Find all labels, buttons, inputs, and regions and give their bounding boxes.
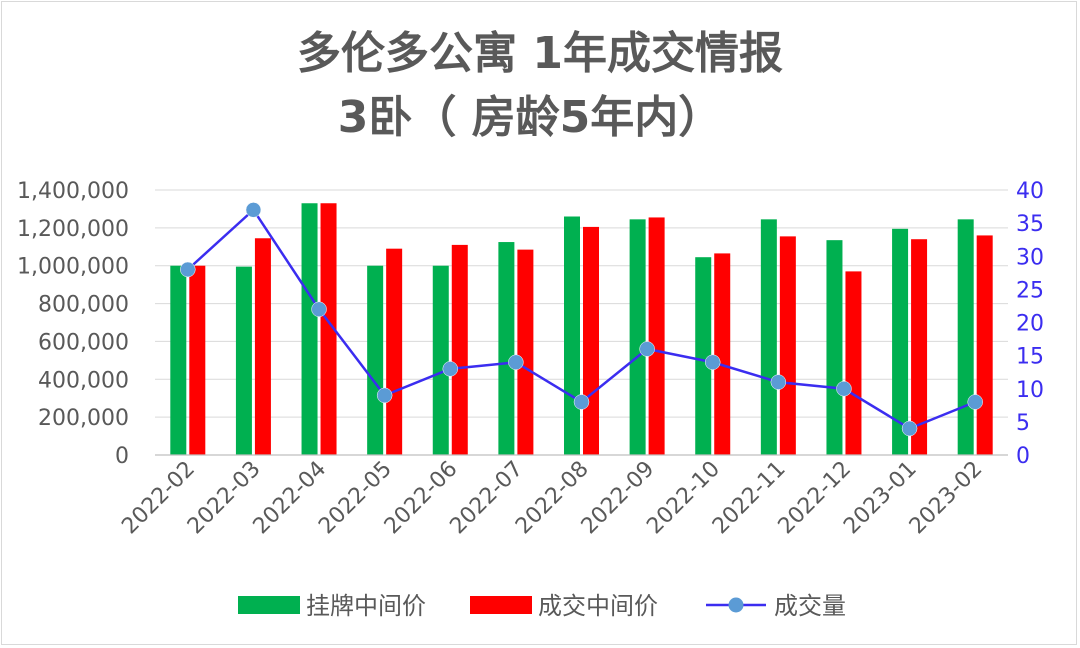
sold-median-bar [189,265,206,455]
chart-subtitle: 3卧（ 房龄5年内） [337,92,723,143]
volume-point [508,354,524,370]
left-axis-tick-label: 800,000 [38,293,129,318]
sold-median-bar [911,239,928,455]
sold-median-bar [451,244,468,455]
listing-median-bar [629,219,646,455]
volume-point [967,394,983,410]
legend-volume-swatch-marker [728,597,744,613]
sold-median-bar [845,271,862,455]
sold-median-bar [779,236,796,455]
sold-median-bar [714,253,731,455]
volume-point [639,341,655,357]
sold-median-bar [648,217,665,455]
chart-title: 多伦多公寓 1年成交情报 [297,28,783,79]
right-axis-tick-label: 5 [1016,411,1030,436]
left-axis-tick-label: 1,400,000 [17,179,129,204]
left-axis-tick-label: 1,000,000 [17,255,129,280]
x-axis-tick-label: 2023-02 [905,457,988,540]
volume-point [311,301,327,317]
right-axis-tick-label: 0 [1016,444,1030,469]
listing-median-bar [432,265,449,455]
sold-median-bar [976,235,993,455]
left-axis-tick-label: 200,000 [38,406,129,431]
legend-sold-median-label: 成交中间价 [538,592,658,620]
sold-median-bar [386,248,403,455]
sold-median-bar [517,249,534,455]
volume-point [901,420,918,437]
listing-median-bar [826,240,843,455]
volume-point [442,361,459,377]
listing-median-bar [564,216,580,455]
listing-median-bar [498,242,515,455]
legend-listing-median-swatch [238,596,300,614]
right-axis-tick-label: 35 [1016,212,1044,237]
left-axis-tick-label: 0 [115,444,129,469]
sold-median-bar [583,226,599,455]
listing-median-bar [892,228,909,455]
volume-point [573,394,590,410]
volume-point [180,261,196,278]
sold-median-bar [254,238,271,455]
right-axis-tick-label: 20 [1016,312,1044,337]
legend-volume-label: 成交量 [774,592,846,620]
volume-point [836,381,852,397]
listing-median-bar [760,219,777,455]
volume-point [245,202,262,218]
legend-listing-median-label: 挂牌中间价 [306,592,426,620]
listing-median-bar [170,265,187,455]
right-axis-tick-label: 40 [1016,179,1044,204]
left-axis-tick-label: 600,000 [38,330,129,355]
left-axis-tick-label: 1,200,000 [17,217,129,242]
listing-median-bar [957,219,974,455]
listing-median-bar [367,265,384,455]
volume-point [704,354,721,370]
sold-median-bar [320,203,337,455]
right-axis-tick-label: 30 [1016,245,1044,270]
listing-median-bar [695,257,712,455]
right-axis-tick-label: 10 [1016,378,1044,403]
listing-median-bar [235,266,252,455]
listing-median-bar [301,203,318,455]
volume-point [770,374,787,390]
left-axis-tick-label: 400,000 [38,368,129,393]
volume-point [376,387,393,404]
legend-sold-median-swatch [470,596,532,614]
right-axis-tick-label: 25 [1016,278,1044,303]
right-axis-tick-label: 15 [1016,345,1044,370]
